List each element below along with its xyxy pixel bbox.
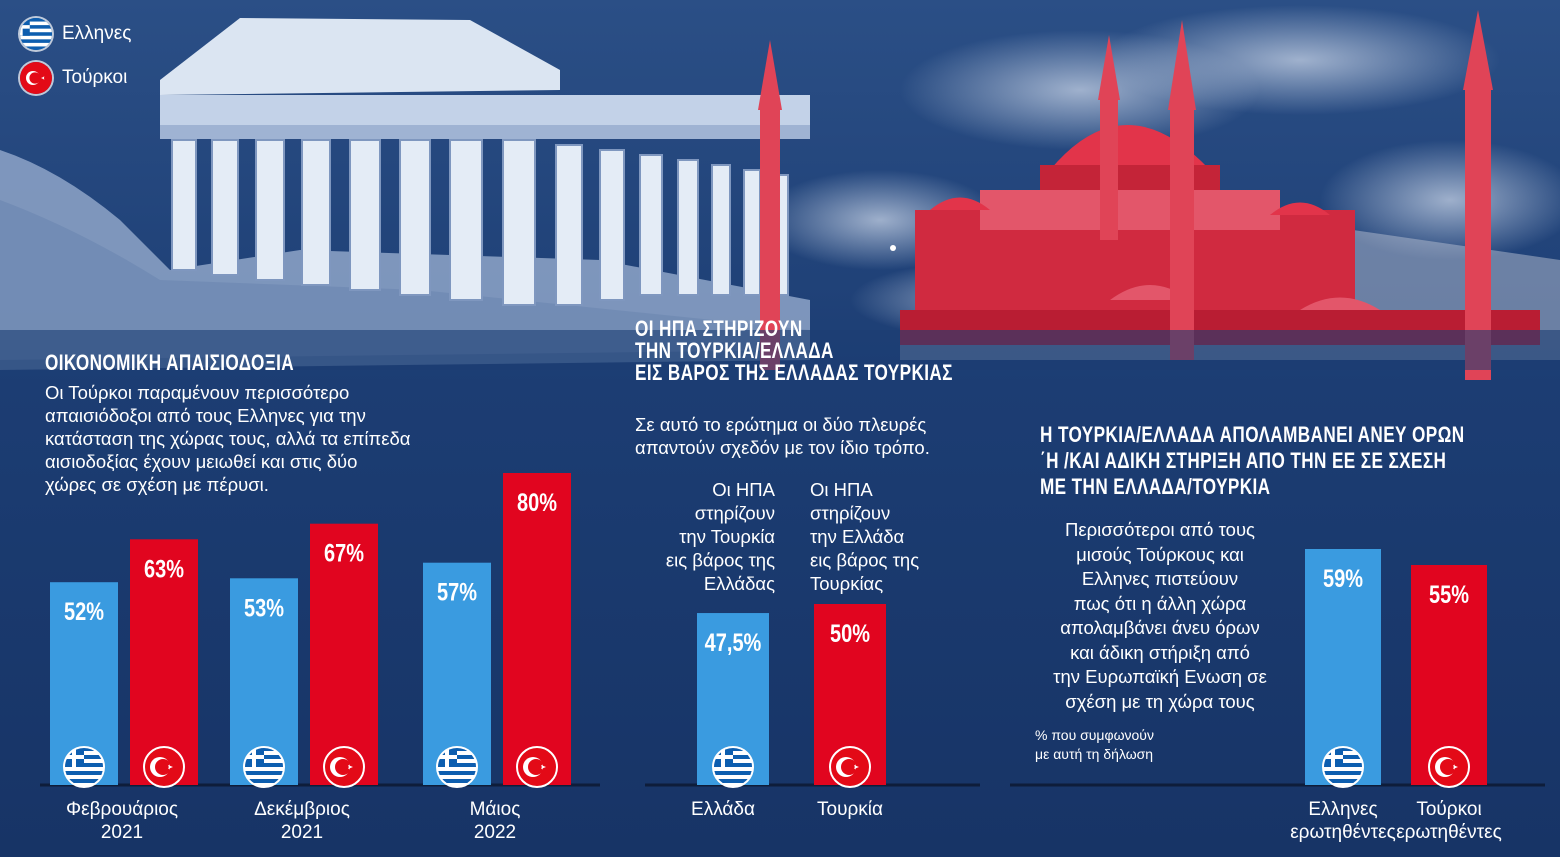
section1-text-line: Οι Τούρκοι παραμένουν περισσότερο [45, 382, 350, 403]
section2-title-line: ΟΙ ΗΠΑ ΣΤΗΡΙΖΟΥΝ [635, 316, 803, 341]
legend: Ελληνες Τούρκοι [20, 14, 131, 102]
section1-text-line: χώρες σε σχέση με πέρυσι. [45, 474, 269, 495]
x-tick-label: Μάιος [470, 799, 521, 820]
section3-note-line: με αυτή τη δήλωση [1035, 746, 1154, 762]
bar-value-label: 55% [1429, 581, 1469, 609]
turkish-flag-icon [143, 746, 185, 788]
bar-value-label: 50% [830, 620, 870, 648]
bar [1305, 549, 1381, 785]
bar-turks [130, 539, 198, 785]
section3-title-line: ΜΕ ΤΗΝ ΕΛΛΑΔΑ/ΤΟΥΡΚΙΑ [1040, 474, 1271, 499]
bar-value-label: 47,5% [705, 629, 762, 657]
greek-flag-icon [63, 746, 105, 788]
section1-text: Οι Τούρκοι παραμένουν περισσότερο απαισι… [45, 381, 410, 496]
x-tick-label: ερωτηθέντες [1396, 822, 1502, 843]
x-tick-label: Ελλάδα [691, 799, 755, 820]
section3-text-line: σχέση με τη χώρα τους [1065, 690, 1255, 712]
caption-turkey-line: Τουρκίας [810, 573, 883, 594]
section3-note: % που συμφωνούν με αυτή τη δήλωση [1035, 726, 1154, 764]
bar-turks [503, 473, 571, 785]
greek-flag-icon [1322, 746, 1364, 788]
x-tick-label: Δεκέμβριος [254, 799, 350, 820]
section2-text-line: απαντούν σχεδόν με τον ίδιο τρόπο. [635, 437, 930, 458]
x-tick-label: 2021 [101, 822, 143, 843]
greek-flag-icon [243, 746, 285, 788]
greek-flag-icon [20, 18, 52, 50]
bar-turks-value-label: 67% [324, 540, 364, 568]
section3-text-line: πως ότι η άλλη χώρα [1073, 592, 1247, 614]
section2-title-line: ΤΗΝ ΤΟΥΡΚΙΑ/ΕΛΛΑΔΑ [635, 338, 834, 363]
x-tick-label: Ελληνες [1308, 799, 1377, 820]
section3-title-line: Η ΤΟΥΡΚΙΑ/ΕΛΛΑΔΑ ΑΠΟΛΑΜΒΑΝΕΙ ΑΝΕΥ ΟΡΩΝ [1040, 422, 1465, 447]
x-tick-label: Τουρκία [817, 799, 883, 820]
section1-title: ΟΙΚΟΝΟΜΙΚΗ ΑΠΑΙΣΙΟΔΟΞΙΑ [45, 350, 295, 375]
turkish-flag-icon [516, 746, 558, 788]
caption-greece-line: εις βάρος της [666, 550, 775, 571]
section3-text-line: Περισσότεροι από τους [1065, 519, 1255, 540]
bar-greeks-value-label: 53% [244, 594, 284, 622]
legend-item-turks: Τούρκοι [20, 58, 131, 98]
section1-text-line: κατάσταση της χώρας τους, αλλά τα επίπεδ… [45, 428, 411, 449]
bar-value-label: 59% [1323, 565, 1363, 593]
section1-text-line: αισιοδοξίας έχουν μειωθεί και στις δύο [45, 451, 358, 472]
caption-turkey-line: εις βάρος της [810, 550, 919, 571]
turkish-flag-icon [20, 62, 52, 94]
hagia-sophia-illustration [758, 10, 1560, 380]
section3-title: Η ΤΟΥΡΚΙΑ/ΕΛΛΑΔΑ ΑΠΟΛΑΜΒΑΝΕΙ ΑΝΕΥ ΟΡΩΝ ΄… [1040, 422, 1465, 500]
section2-title-line: ΕΙΣ ΒΑΡΟΣ ΤΗΣ ΕΛΛΑΔΑΣ ΤΟΥΡΚΙΑΣ [635, 360, 953, 385]
legend-label-greeks: Ελληνες [62, 23, 132, 44]
caption-turkey-line: Οι ΗΠΑ [810, 479, 873, 500]
bar-greeks-value-label: 52% [64, 598, 104, 626]
bar-turks-value-label: 63% [144, 555, 184, 583]
bar-turks [310, 523, 378, 785]
parthenon-illustration [0, 18, 810, 370]
x-tick-label: 2022 [474, 822, 516, 843]
x-tick-label: Φεβρουάριος [66, 799, 178, 820]
section1-text-line: απαισιόδοξοι από τους Ελληνες για την [45, 405, 366, 426]
greek-flag-icon [436, 746, 478, 788]
bar-greeks-value-label: 57% [437, 579, 477, 607]
caption-greece-line: την Τουρκία [679, 526, 775, 547]
caption-greece-line: στηρίζουν [695, 503, 775, 524]
legend-label-turks: Τούρκοι [62, 67, 128, 88]
greek-flag-icon [712, 746, 754, 788]
x-tick-label: Τούρκοι [1416, 799, 1481, 820]
section2-text: Σε αυτό το ερώτημα οι δύο πλευρές απαντο… [635, 413, 930, 459]
bar-turks-value-label: 80% [517, 489, 557, 517]
section3-text-line: μισούς Τούρκους και [1076, 543, 1244, 565]
section3-text-line: την Ευρωπαϊκή Ενωση σε [1053, 666, 1267, 687]
caption-turkey-line: την Ελλάδα [810, 526, 905, 547]
section3-text-line: και άδικη στήριξη από [1070, 641, 1250, 663]
caption-greece-line: Ελλάδας [704, 573, 775, 594]
turkish-flag-icon [323, 746, 365, 788]
section3-note-line: % που συμφωνούν [1035, 727, 1154, 743]
x-tick-label: 2021 [281, 822, 323, 843]
turkish-flag-icon [829, 746, 871, 788]
section3-text-line: απολαμβάνει άνευ όρων [1060, 617, 1260, 638]
turkish-flag-icon [1428, 746, 1470, 788]
section3-title-line: ΄Η /ΚΑΙ ΑΔΙΚΗ ΣΤΗΡΙΞΗ ΑΠΟ ΤΗΝ ΕΕ ΣΕ ΣΧΕΣ… [1040, 448, 1447, 473]
x-tick-label: ερωτηθέντες [1290, 822, 1396, 843]
caption-turkey-line: στηρίζουν [810, 503, 890, 524]
section2-title: ΟΙ ΗΠΑ ΣΤΗΡΙΖΟΥΝ ΤΗΝ ΤΟΥΡΚΙΑ/ΕΛΛΑΔΑ ΕΙΣ … [635, 318, 953, 384]
legend-item-greeks: Ελληνες [20, 14, 131, 54]
section3-text-line: Ελληνες πιστεύουν [1081, 568, 1239, 589]
section3-text: Περισσότεροι από τους μισούς Τούρκους κα… [1010, 518, 1310, 714]
caption-greece-line: Οι ΗΠΑ [712, 479, 775, 500]
decorative-dot [890, 245, 896, 251]
section2-text-line: Σε αυτό το ερώτημα οι δύο πλευρές [635, 414, 927, 435]
